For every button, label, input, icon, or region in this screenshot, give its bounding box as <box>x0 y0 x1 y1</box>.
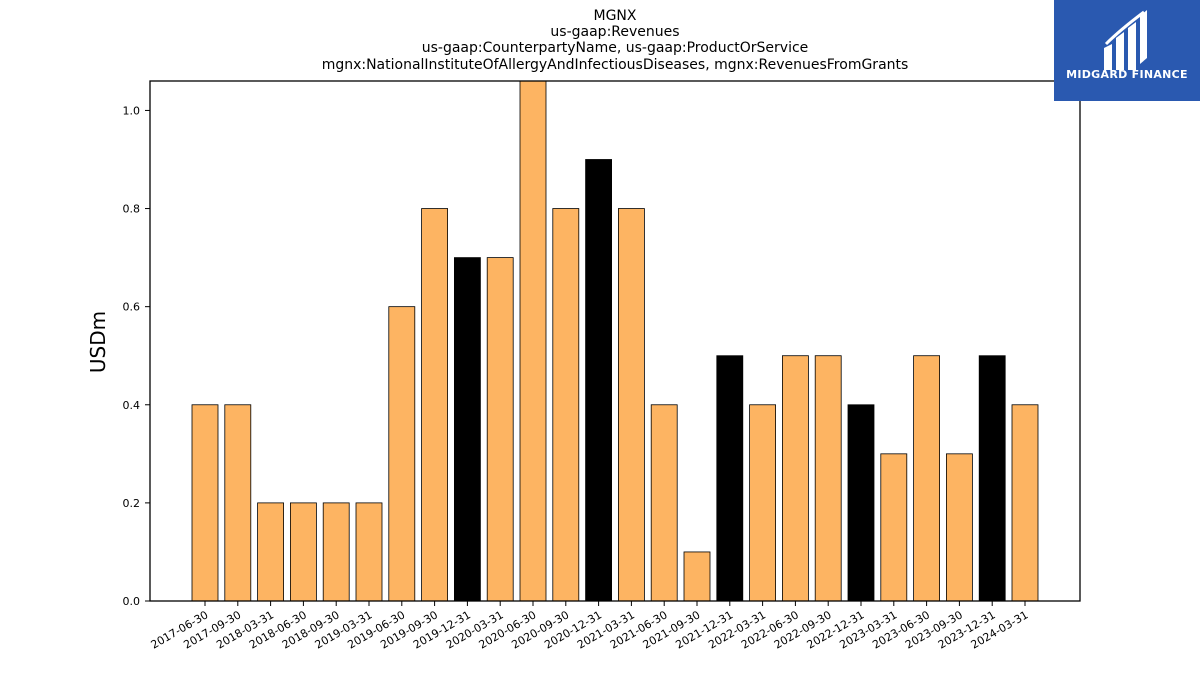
chart-title-line: mgnx:NationalInstituteOfAllergyAndInfect… <box>322 57 909 73</box>
bar <box>847 404 875 602</box>
chart-title-line: us-gaap:Revenues <box>550 24 679 40</box>
midgard-finance-logo: MIDGARD FINANCE <box>1054 0 1200 101</box>
bar <box>716 355 744 602</box>
bar <box>486 257 514 602</box>
bar <box>814 355 842 602</box>
bar <box>289 502 317 602</box>
bar <box>749 404 776 602</box>
y-tick-label: 0.6 <box>123 301 141 314</box>
bar <box>421 208 449 602</box>
bar <box>946 453 973 602</box>
y-tick-label: 0.4 <box>123 399 141 412</box>
bar <box>618 208 645 602</box>
chart-title: MGNX us-gaap:Revenues us-gaap:Counterpar… <box>322 8 909 73</box>
chart-title-line: MGNX <box>594 8 637 24</box>
x-axis: 2017-06-302017-09-302018-03-312018-06-30… <box>149 601 1031 652</box>
bar <box>1011 404 1039 602</box>
y-tick-label: 0.0 <box>123 595 141 608</box>
y-tick-label: 1.0 <box>123 104 141 117</box>
bar <box>683 551 711 602</box>
y-tick-label: 0.8 <box>123 203 141 216</box>
bar <box>650 404 678 602</box>
plot-frame <box>149 80 1081 602</box>
bar <box>224 404 252 602</box>
bar <box>782 355 809 602</box>
bar <box>880 453 908 602</box>
bar <box>322 502 350 602</box>
bar <box>257 502 285 602</box>
chart-title-line: us-gaap:CounterpartyName, us-gaap:Produc… <box>422 40 809 56</box>
logo-text: MIDGARD FINANCE <box>1066 68 1188 81</box>
bar <box>453 257 481 602</box>
y-axis: 0.0 0.2 0.4 0.6 0.8 1.0 <box>123 104 150 608</box>
midgard-m-logo-icon <box>1104 10 1147 70</box>
bar <box>191 404 219 602</box>
bar <box>388 306 416 602</box>
bar <box>585 159 612 602</box>
y-tick-label: 0.2 <box>123 497 141 510</box>
bar <box>913 355 940 602</box>
bar <box>519 80 547 602</box>
bar <box>355 502 383 602</box>
bar <box>552 208 580 602</box>
bar <box>978 355 1006 602</box>
bars-group <box>191 80 1039 602</box>
y-axis-label: USDm <box>86 311 110 373</box>
